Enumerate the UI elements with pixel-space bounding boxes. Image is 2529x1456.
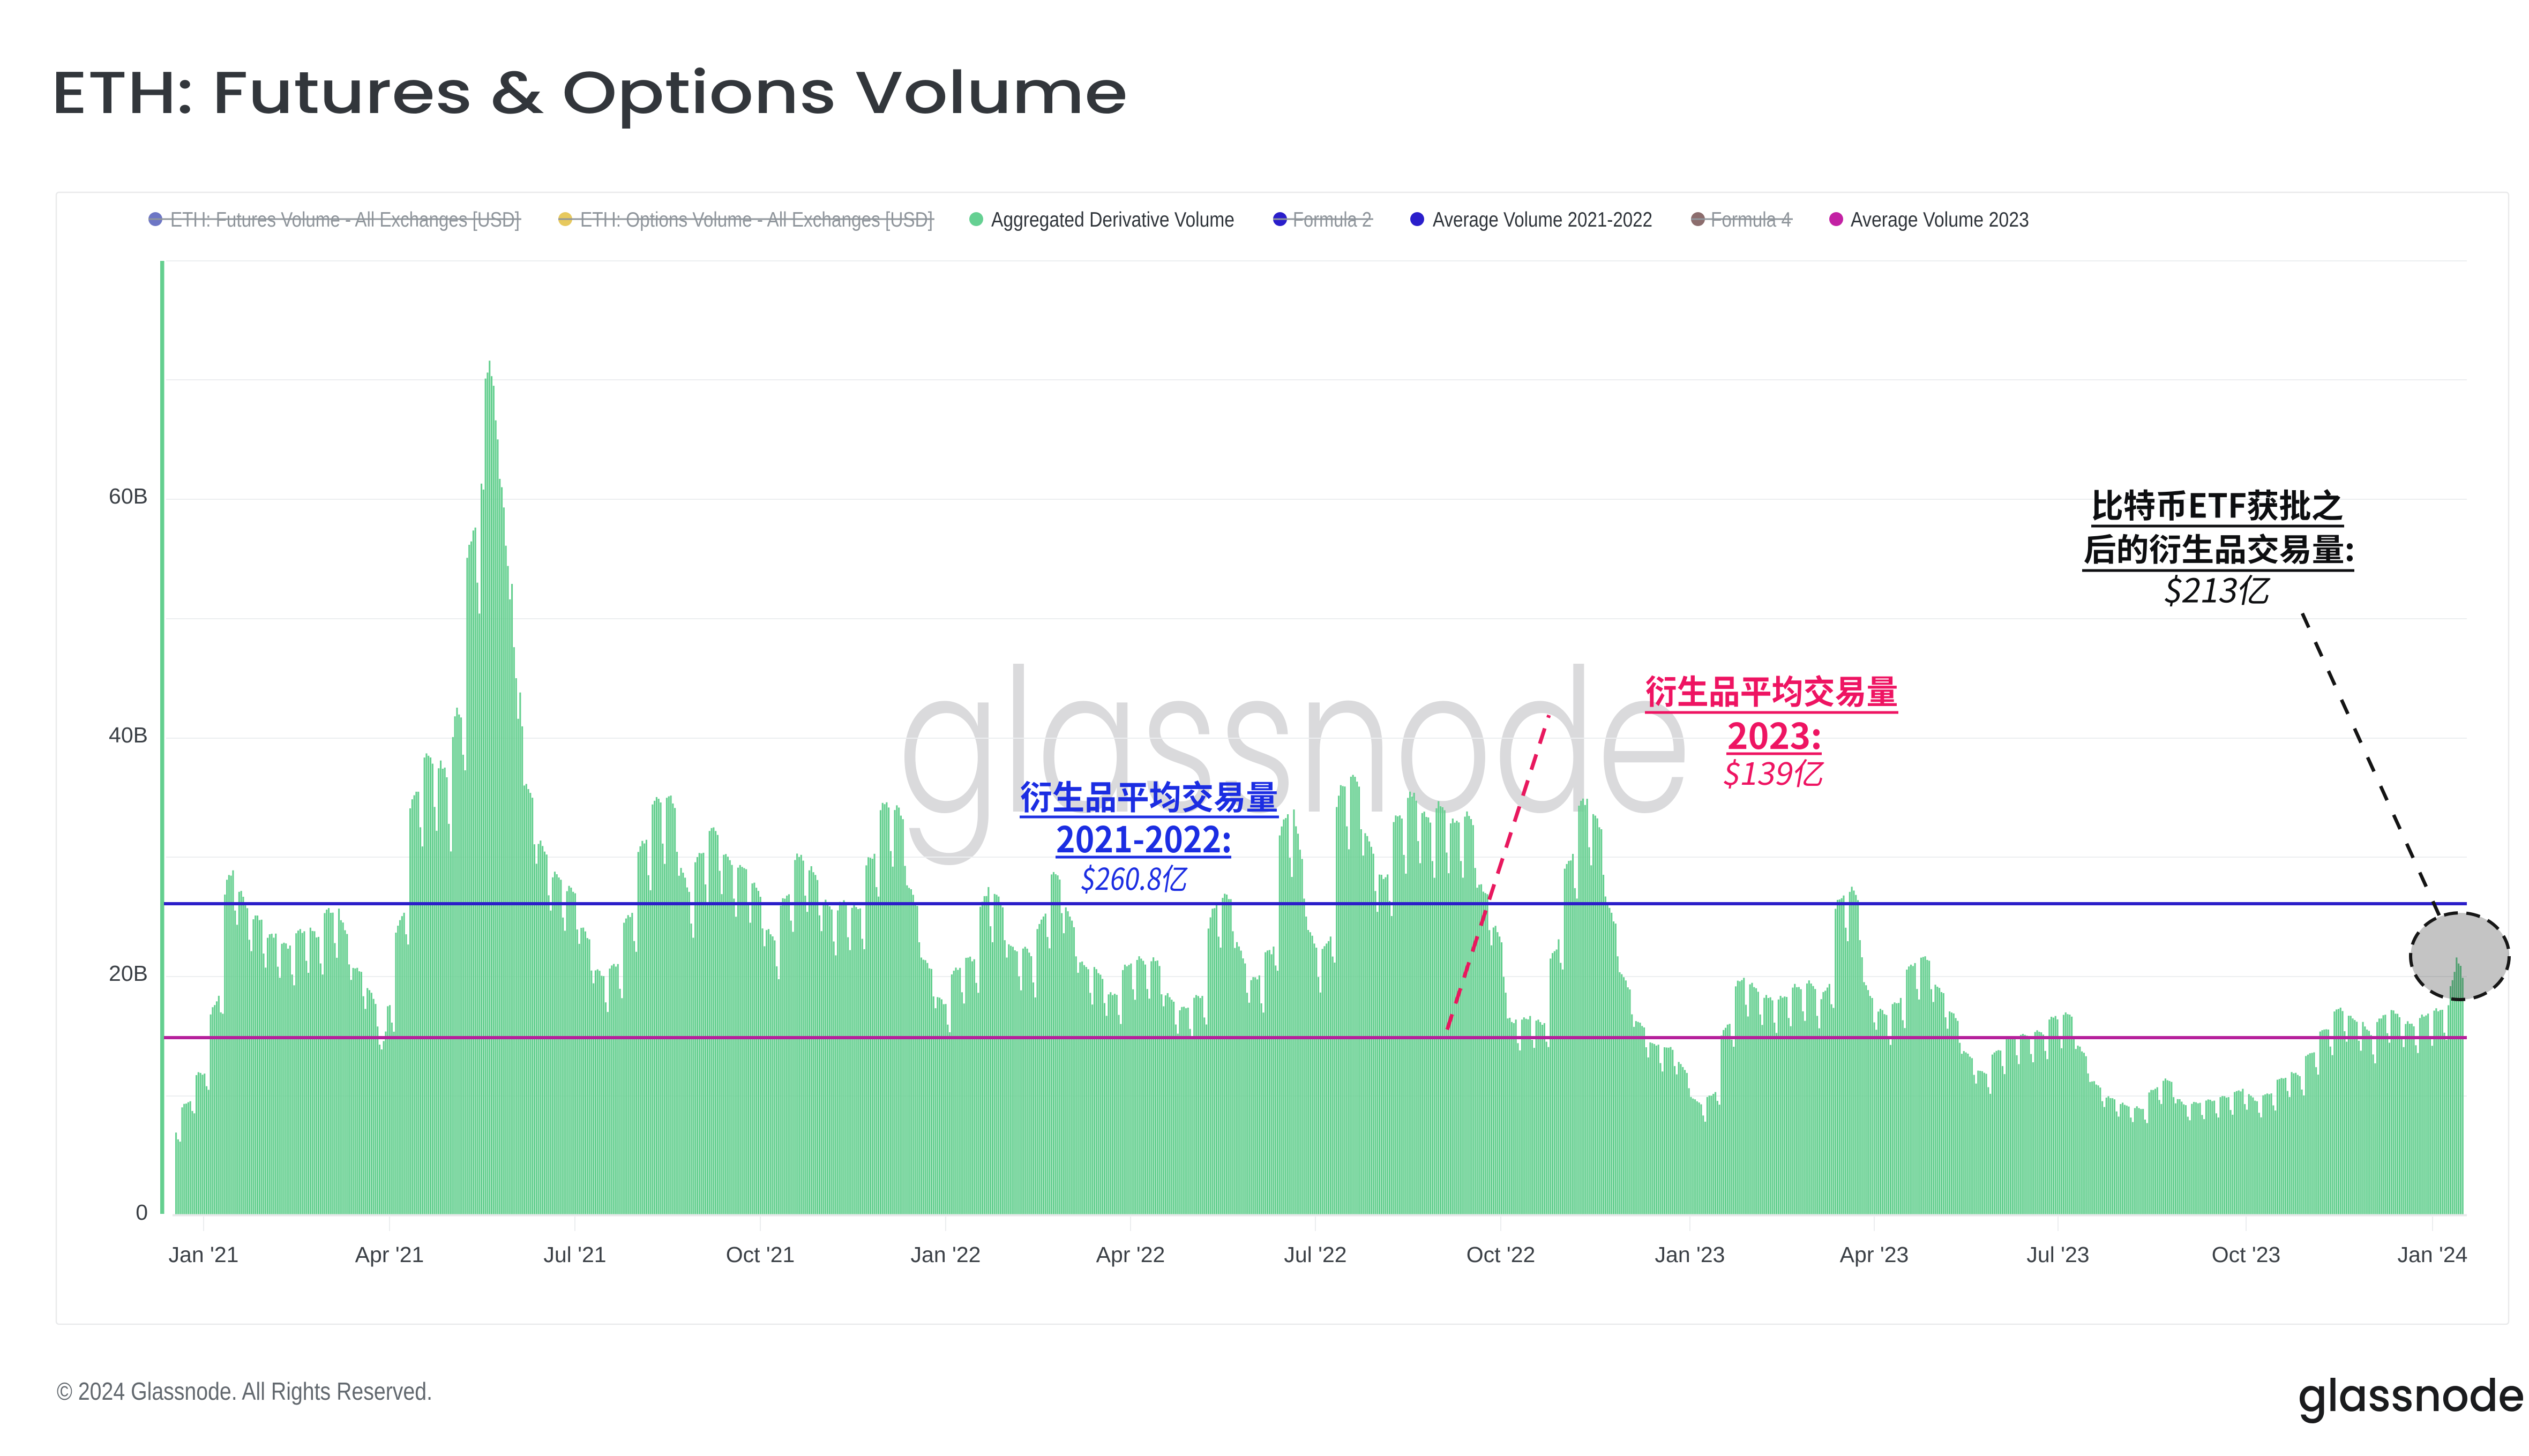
svg-text:Apr '22: Apr '22 [1096, 1242, 1165, 1267]
svg-text:Jul '21: Jul '21 [543, 1242, 606, 1267]
svg-text:Oct '23: Oct '23 [2212, 1242, 2281, 1267]
svg-text:© 2024 Glassnode. All Rights R: © 2024 Glassnode. All Rights Reserved. [57, 1377, 432, 1405]
svg-text:Apr '23: Apr '23 [1840, 1242, 1909, 1267]
svg-text:Apr '21: Apr '21 [355, 1242, 424, 1267]
svg-text:Oct '22: Oct '22 [1466, 1242, 1536, 1267]
svg-text:0: 0 [136, 1200, 148, 1225]
svg-text:Aggregated Derivative Volume: Aggregated Derivative Volume [991, 208, 1234, 231]
svg-text:Jul '23: Jul '23 [2026, 1242, 2089, 1267]
svg-text:Jan '22: Jan '22 [911, 1242, 981, 1267]
svg-text:40B: 40B [109, 723, 148, 747]
svg-text:60B: 60B [109, 484, 148, 508]
svg-text:Jan '24: Jan '24 [2398, 1242, 2468, 1267]
svg-text:Average Volume 2023: Average Volume 2023 [1851, 208, 2029, 231]
svg-text:Jul '22: Jul '22 [1284, 1242, 1346, 1267]
svg-text:Oct '21: Oct '21 [726, 1242, 795, 1267]
svg-text:Average Volume 2021-2022: Average Volume 2021-2022 [1433, 208, 1652, 231]
svg-text:Jan '23: Jan '23 [1655, 1242, 1725, 1267]
svg-text:Jan '21: Jan '21 [169, 1242, 239, 1267]
svg-text:20B: 20B [109, 961, 148, 986]
